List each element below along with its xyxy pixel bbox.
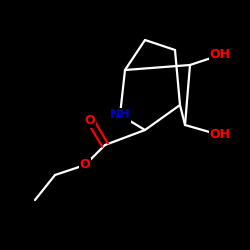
Text: NH: NH [110, 108, 130, 122]
Text: OH: OH [210, 48, 231, 62]
Text: OH: OH [210, 128, 231, 141]
Text: O: O [85, 114, 95, 126]
Text: O: O [80, 158, 90, 172]
